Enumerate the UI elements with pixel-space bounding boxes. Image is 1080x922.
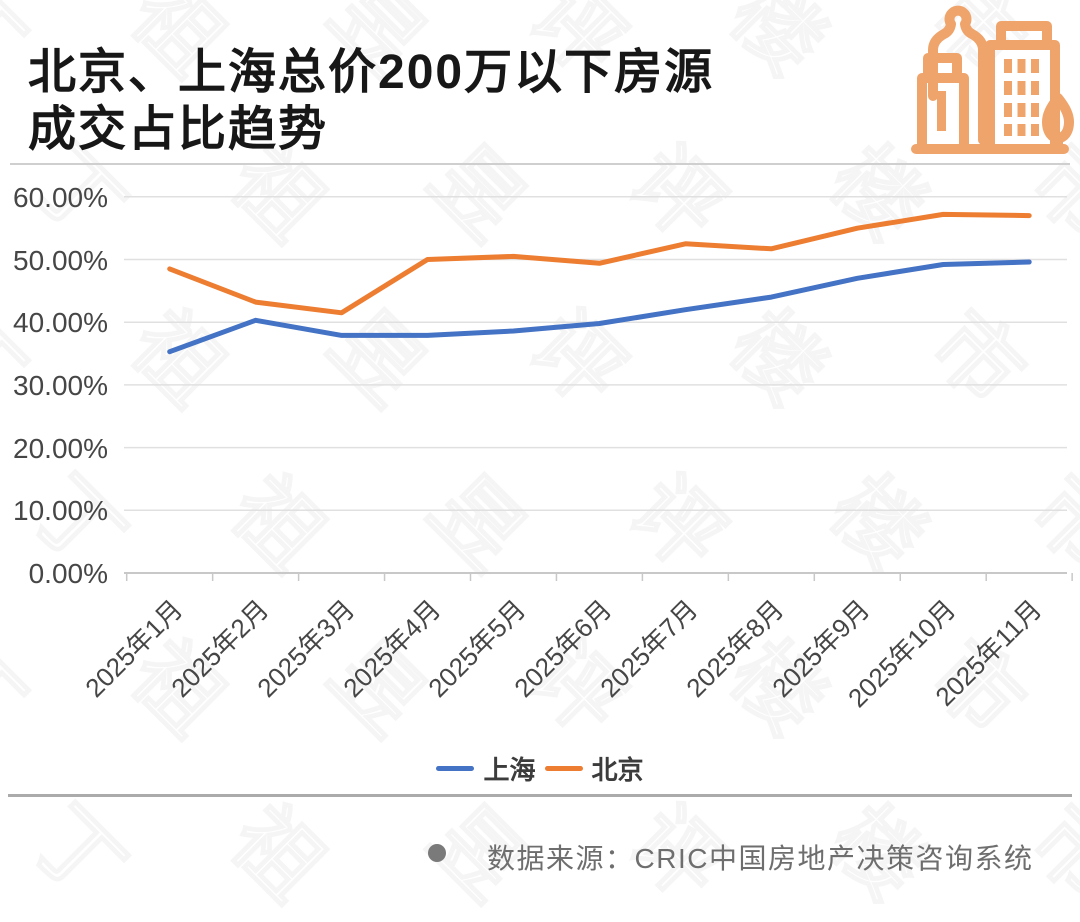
y-axis-tick-label: 50.00%: [13, 244, 108, 276]
y-axis-tick-label: 60.00%: [13, 181, 108, 213]
chart-legend: 上海 北京: [0, 750, 1080, 787]
left-building-window: [937, 91, 946, 131]
legend-line-swatch: [436, 766, 475, 771]
city-buildings-icon: [911, 5, 1074, 154]
y-axis-tick-label: 10.00%: [13, 495, 108, 527]
y-axis-tick-label: 30.00%: [13, 369, 108, 401]
series-line-上海: [167, 259, 1032, 355]
bullet-icon: [428, 844, 446, 862]
y-axis-tick-label: 0.00%: [28, 558, 108, 589]
footer-divider: [8, 794, 1072, 797]
plot-area: [124, 196, 1073, 581]
legend-line-swatch: [544, 766, 583, 771]
title-divider: [10, 163, 1070, 165]
data-source-text: 数据来源：CRIC中国房地产决策咨询系统: [487, 843, 1034, 874]
legend-item-上海: 上海: [436, 750, 536, 787]
trend-chart: 60.00% 50.00% 40.00% 30.00% 20.00% 10.00% 0.00…: [0, 180, 1080, 740]
y-axis-tick-label: 40.00%: [13, 307, 108, 339]
page-title-line1: 北京、上海总价200万以下房源: [28, 46, 715, 100]
series-line-北京: [167, 211, 1032, 316]
legend-label: 上海: [483, 755, 536, 785]
page-title-line2: 成交占比趋势: [28, 103, 329, 157]
y-axis-tick-label: 20.00%: [13, 432, 108, 464]
dome-tower: [928, 5, 988, 145]
legend-item-北京: 北京: [544, 750, 644, 787]
page-title: 北京、上海总价200万以下房源 成交占比趋势: [28, 44, 908, 158]
right-building-windows: [1004, 59, 1039, 136]
legend-label: 北京: [591, 755, 644, 785]
